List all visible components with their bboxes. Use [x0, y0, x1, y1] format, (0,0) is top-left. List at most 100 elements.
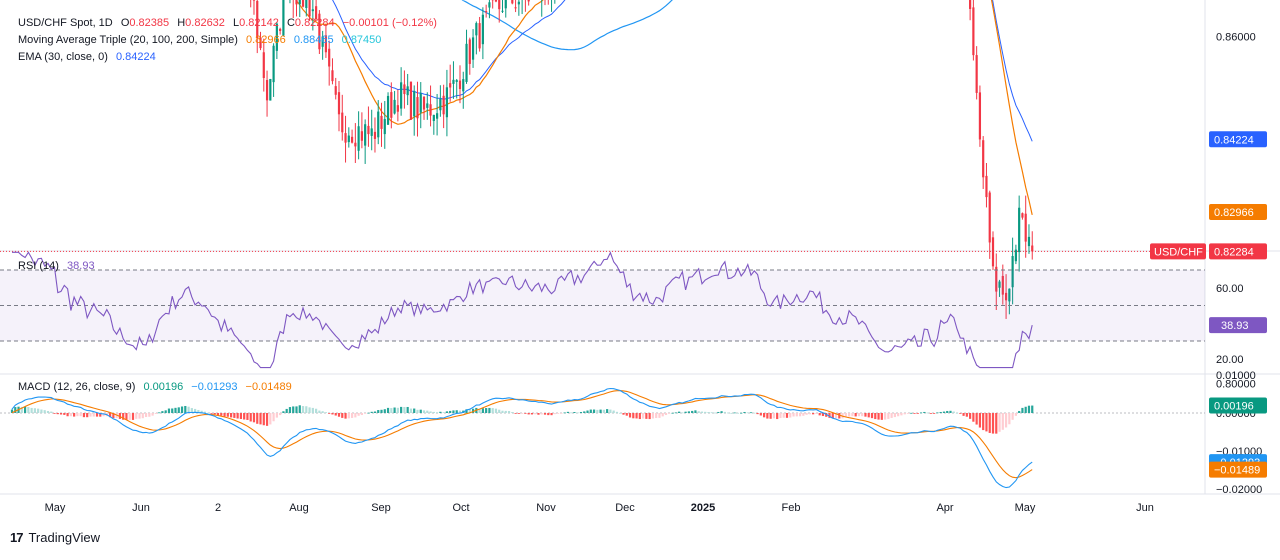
candle-body — [407, 86, 409, 95]
macd-bar — [649, 413, 651, 419]
macd-bar — [606, 409, 608, 413]
candle-body — [505, 0, 507, 8]
candle-body — [384, 119, 386, 134]
legend-macd-hist: 0.00196 — [143, 381, 183, 393]
macd-bar — [815, 413, 817, 414]
candle-body — [308, 0, 310, 17]
macd-bar — [452, 410, 454, 413]
macd-bar — [227, 413, 229, 417]
macd-bar — [338, 413, 340, 417]
macd-bar — [665, 413, 667, 415]
candle-body — [364, 124, 366, 145]
macd-bar — [573, 412, 575, 413]
macd-bar — [482, 408, 484, 413]
macd-bar — [148, 413, 150, 417]
candle-body — [498, 0, 500, 9]
macd-bar — [848, 413, 850, 417]
macd-bar — [779, 413, 781, 418]
macd-bar — [792, 413, 794, 417]
macd-bar — [550, 413, 552, 415]
macd-bar — [685, 412, 687, 413]
macd-bar — [770, 413, 772, 419]
macd-bar — [583, 411, 585, 413]
macd-bar — [423, 410, 425, 413]
candle-body — [456, 80, 458, 82]
macd-bar — [959, 413, 961, 414]
macd-bar — [603, 410, 605, 413]
macd-bar — [671, 413, 673, 414]
macd-bar — [416, 410, 418, 413]
macd-bar — [707, 412, 709, 413]
macd-bar — [269, 413, 271, 424]
macd-bar — [600, 410, 602, 413]
candle-body — [485, 11, 487, 12]
macd-bar — [619, 413, 621, 414]
legend-ema: EMA (30, close, 0) 0.84224 — [18, 51, 161, 63]
macd-bar — [456, 410, 458, 413]
macd-bar — [897, 413, 899, 416]
macd-bar — [171, 408, 173, 413]
macd-bar — [181, 407, 183, 413]
macd-bar — [995, 413, 997, 434]
candle-body — [992, 237, 994, 266]
macd-bar — [691, 411, 693, 413]
macd-bar — [982, 413, 984, 430]
macd-bar — [132, 413, 134, 420]
macd-bar — [354, 413, 356, 417]
macd-bar — [295, 406, 297, 413]
macd-bar — [256, 413, 258, 424]
candle-body — [976, 55, 978, 93]
candle-body — [979, 92, 981, 139]
time-axis-label: 2 — [215, 502, 221, 514]
macd-bar — [593, 410, 595, 413]
footer-brand[interactable]: 17 TradingView — [10, 530, 100, 545]
macd-bar — [881, 413, 883, 420]
legend-ema-value: 0.84224 — [116, 51, 156, 63]
macd-bar — [387, 408, 389, 413]
macd-bar — [24, 407, 26, 413]
macd-bar — [884, 413, 886, 420]
macd-bar — [508, 411, 510, 413]
legend-macd: MACD (12, 26, close, 9) 0.00196 −0.01293… — [18, 381, 297, 393]
time-axis-label: Dec — [615, 502, 635, 514]
macd-bar — [760, 413, 762, 416]
candle-body — [514, 7, 516, 8]
rsi-tick-label: 60.00 — [1216, 283, 1244, 295]
macd-bar — [724, 412, 726, 413]
candle-body — [479, 23, 481, 48]
macd-bar — [341, 413, 343, 418]
macd-bar — [299, 405, 301, 413]
macd-bar — [446, 411, 448, 413]
candle-body — [989, 193, 991, 243]
candle — [269, 79, 271, 101]
symbol-badge-label: USD/CHF — [1154, 246, 1203, 258]
macd-bar — [485, 408, 487, 413]
candle-body — [436, 113, 438, 118]
candle-body — [393, 100, 395, 114]
legend-macd-line: −0.01293 — [191, 381, 237, 393]
macd-bar — [812, 413, 814, 414]
macd-bar — [662, 413, 664, 416]
macd-bar — [544, 413, 546, 415]
macd-bar — [371, 412, 373, 413]
legend-rsi: RSI (14) 38.93 — [18, 260, 100, 272]
macd-bar — [652, 413, 654, 418]
macd-bar — [806, 413, 808, 415]
time-axis-label: May — [1015, 502, 1036, 514]
macd-bar — [528, 413, 530, 414]
macd-bar — [933, 413, 935, 414]
candle-body — [295, 0, 297, 4]
macd-bar — [541, 413, 543, 414]
macd-bar — [60, 413, 62, 415]
macd-bar — [675, 412, 677, 413]
macd-bar — [152, 413, 154, 416]
macd-bar — [358, 413, 360, 416]
candle-body — [354, 143, 356, 147]
macd-bar — [47, 411, 49, 413]
candle-body — [1028, 237, 1030, 246]
candle-body — [472, 37, 474, 59]
macd-bar — [521, 413, 523, 414]
macd-bar — [668, 413, 670, 414]
macd-bar — [956, 413, 958, 414]
